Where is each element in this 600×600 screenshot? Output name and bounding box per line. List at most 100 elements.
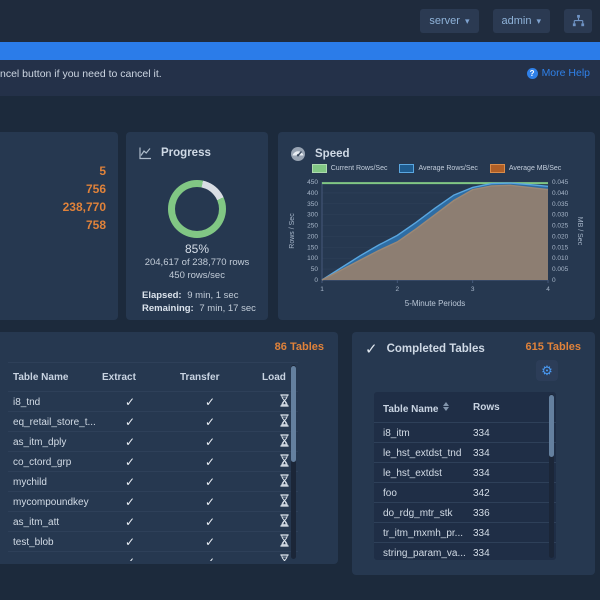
transfer-status-cell: ✓ <box>190 472 230 492</box>
col-header-transfer: Transfer <box>180 372 220 383</box>
server-dropdown-label: server <box>429 15 460 27</box>
more-help-label: More Help <box>541 67 590 79</box>
completed-tables-panel: ✓ Completed Tables 615 Tables ⚙ Table Na… <box>352 332 595 575</box>
table-row[interactable]: le_hst_extdst_tnd 334 <box>374 442 556 463</box>
table-name-cell <box>13 552 105 561</box>
extract-status-cell: ✓ <box>110 512 150 532</box>
hourglass-icon <box>279 514 290 530</box>
rows-count-cell: 334 <box>473 547 490 559</box>
check-icon: ✓ <box>124 435 136 449</box>
svg-text:0: 0 <box>552 277 556 284</box>
col-header-table-name-sortable[interactable]: Table Name <box>383 402 450 415</box>
check-icon: ✓ <box>204 435 216 449</box>
stat-value: 5 <box>99 164 106 178</box>
table-row[interactable]: string_param_va... 334 <box>374 542 556 560</box>
speedometer-icon <box>291 147 305 161</box>
scrollbar-thumb[interactable] <box>549 395 554 457</box>
legend-item[interactable]: Average MB/Sec <box>489 164 561 173</box>
transfer-status-cell: ✓ <box>190 512 230 532</box>
check-icon: ✓ <box>125 555 135 561</box>
table-row[interactable]: i8_tnd ✓ ✓ <box>8 391 298 412</box>
table-row[interactable]: i8_itm 334 <box>374 422 556 443</box>
active-table-scrollbar[interactable] <box>291 365 296 559</box>
svg-text:0.020: 0.020 <box>552 233 569 240</box>
table-name-cell: string_param_va... <box>383 547 466 559</box>
table-row[interactable]: test_blob ✓ ✓ <box>8 531 298 552</box>
table-row[interactable]: co_ctord_grp ✓ ✓ <box>8 451 298 472</box>
progress-banner <box>0 42 600 60</box>
table-name-cell: i8_itm <box>383 427 410 439</box>
table-name-cell: mycompoundkey <box>13 496 89 508</box>
svg-text:0.045: 0.045 <box>552 179 569 186</box>
topology-button[interactable] <box>564 9 592 33</box>
svg-text:100: 100 <box>307 255 318 262</box>
table-row[interactable]: mycompoundkey ✓ ✓ <box>8 491 298 512</box>
svg-text:1: 1 <box>320 286 324 293</box>
scrollbar-thumb[interactable] <box>291 366 296 462</box>
load-status-cell <box>264 472 298 492</box>
server-dropdown[interactable]: server ▾ <box>420 9 479 33</box>
load-status-cell <box>264 412 298 432</box>
load-status-cell <box>264 492 298 512</box>
admin-dropdown[interactable]: admin ▾ <box>492 9 550 33</box>
svg-text:MB / Sec: MB / Sec <box>576 217 583 246</box>
transfer-status-cell: ✓ <box>190 532 230 552</box>
completed-table-scrollbar[interactable] <box>549 394 554 558</box>
active-tables-table: Table Name Extract Transfer Load i8_tnd ✓… <box>8 362 298 561</box>
check-icon: ✓ <box>124 515 136 529</box>
table-name-cell: tr_itm_mxmh_pr... <box>383 527 464 539</box>
svg-text:Rows / Sec: Rows / Sec <box>289 213 296 249</box>
speed-chart: 0 0 50 0.005 100 0.010 150 0.015 200 0.020 250 0.02… <box>289 179 583 308</box>
active-tables-count: 86 Tables <box>274 341 324 353</box>
stat-value: 758 <box>85 218 106 232</box>
extract-status-cell: ✓ <box>110 472 150 492</box>
remaining-value: 7 min, 17 sec <box>199 303 256 314</box>
svg-text:3: 3 <box>471 286 475 293</box>
table-row[interactable]: foo 342 <box>374 482 556 503</box>
remaining-line: Remaining: 7 min, 17 sec <box>142 303 256 314</box>
extract-status-cell: ✓ <box>110 412 150 432</box>
table-name-cell: test_blob <box>13 536 54 548</box>
load-status-cell <box>264 392 298 412</box>
table-row[interactable]: eq_retail_store_t... ✓ ✓ <box>8 411 298 432</box>
stats-panel: 5 756 238,770 758 <box>0 132 118 320</box>
progress-percent: 85% <box>184 242 210 256</box>
speed-panel: Speed Current Rows/Sec Average Rows/Sec Av… <box>278 132 595 320</box>
table-row[interactable]: as_itm_dply ✓ ✓ <box>8 431 298 452</box>
table-row[interactable]: mychild ✓ ✓ <box>8 471 298 492</box>
active-tables-panel: 86 Tables Table Name Extract Transfer Lo… <box>0 332 338 564</box>
help-strip: ncel button if you need to cancel it. ? … <box>0 60 600 96</box>
svg-text:5-Minute Periods: 5-Minute Periods <box>405 299 465 308</box>
table-name-cell: do_rdg_mtr_stk <box>383 507 453 519</box>
table-name-cell: le_hst_extdst_tnd <box>383 447 462 459</box>
check-icon: ✓ <box>124 535 136 549</box>
table-row[interactable]: as_itm_att ✓ ✓ <box>8 511 298 532</box>
table-row[interactable]: ✓✓ <box>8 551 298 561</box>
sort-icon[interactable] <box>443 402 450 411</box>
table-name-cell: as_itm_dply <box>13 436 67 448</box>
settings-button[interactable]: ⚙ <box>536 360 558 381</box>
stat-value: 238,770 <box>62 200 106 214</box>
chevron-down-icon: ▾ <box>536 15 541 26</box>
hourglass-icon <box>279 554 290 561</box>
rows-count-cell: 334 <box>473 467 490 479</box>
table-row[interactable]: tr_itm_mxmh_pr... 334 <box>374 522 556 543</box>
svg-text:0.030: 0.030 <box>552 212 569 219</box>
legend-item[interactable]: Current Rows/Sec <box>311 164 387 173</box>
completed-tables-title: Completed Tables <box>386 343 485 355</box>
more-help-link[interactable]: ? More Help <box>526 67 590 79</box>
svg-text:0.040: 0.040 <box>552 190 569 197</box>
table-row[interactable]: do_rdg_mtr_stk 336 <box>374 502 556 523</box>
table-name-cell: le_hst_extdst <box>383 467 442 479</box>
gear-icon: ⚙ <box>541 362 553 378</box>
check-icon: ✓ <box>124 395 136 409</box>
col-header-rows: Rows <box>473 402 500 413</box>
table-row[interactable]: le_hst_extdst 334 <box>374 462 556 483</box>
transfer-status-cell: ✓ <box>190 432 230 452</box>
svg-text:4: 4 <box>546 286 550 293</box>
question-icon: ? <box>526 67 538 79</box>
transfer-status-cell: ✓ <box>190 492 230 512</box>
transfer-status-cell: ✓ <box>190 452 230 472</box>
legend-item[interactable]: Average Rows/Sec <box>399 164 478 173</box>
svg-text:0: 0 <box>314 277 318 284</box>
